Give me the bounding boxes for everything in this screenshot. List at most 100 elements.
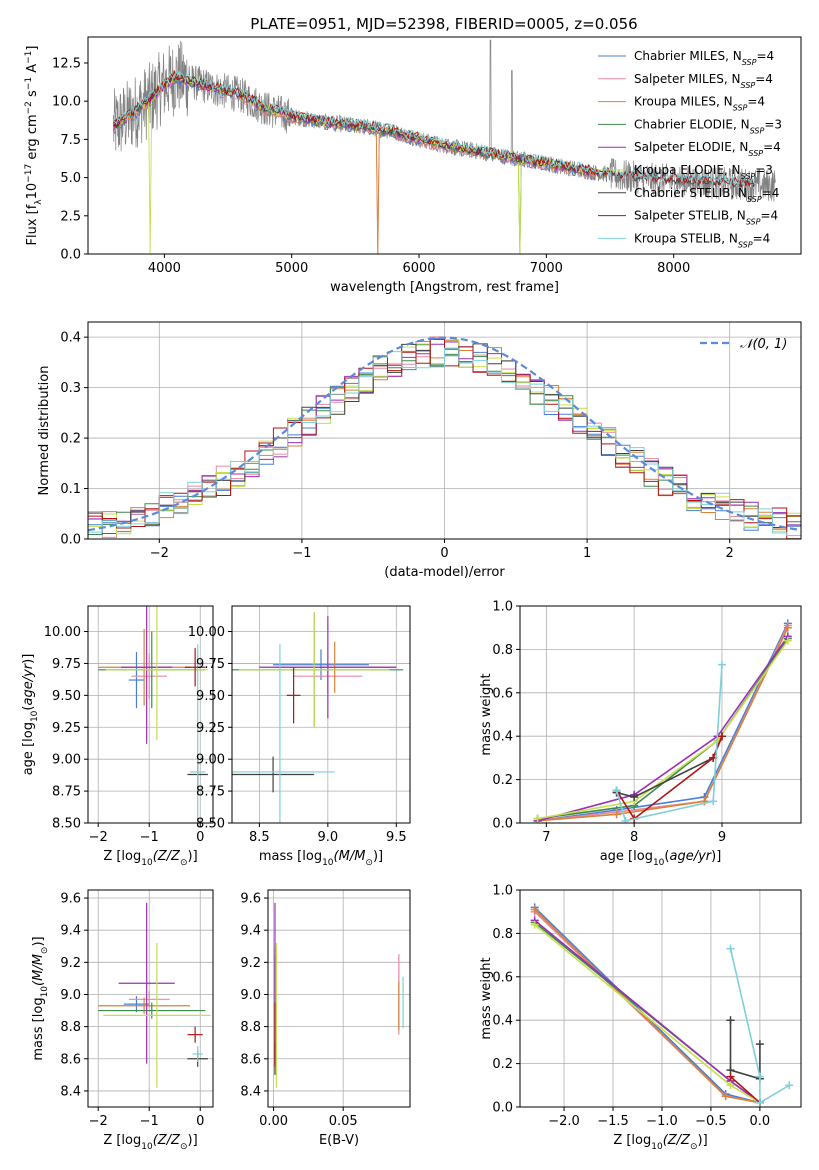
y-tick-label: 8.4: [240, 1084, 261, 1099]
series-line-2: [537, 627, 789, 822]
legend-entry: Chabrier ELODIE, NSSP=3: [634, 117, 782, 135]
model-spectrum-8: [113, 70, 756, 187]
x-tick-label: 9.5: [386, 830, 407, 845]
series-line-4: [537, 635, 789, 822]
data-point-4: [118, 902, 175, 1064]
axes-frame: [267, 889, 411, 1108]
x-tick-label: −2: [150, 546, 169, 561]
y-tick-label: 8.75: [196, 785, 225, 800]
series-marker: [530, 920, 539, 929]
x-tick-label: −0.5: [695, 1114, 727, 1129]
x-tick-label: 7: [542, 830, 550, 845]
figure-title: PLATE=0951, MJD=52398, FIBERID=0005, z=0…: [250, 15, 637, 33]
axes-frame: [87, 605, 214, 824]
series-line-0: [537, 623, 789, 822]
legend-entry: Kroupa MILES, NSSP=4: [634, 95, 765, 113]
x-tick-label: 4000: [148, 261, 181, 276]
x-axis-label: mass [log10(M/M⊙)]: [259, 849, 383, 868]
x-tick-label: 5000: [275, 261, 308, 276]
y-axis-label: mass weight: [479, 957, 494, 1039]
x-tick-label: −1: [292, 546, 311, 561]
y-tick-label: 0.4: [492, 1014, 513, 1029]
y-tick-label: 8.6: [240, 1052, 261, 1067]
y-tick-label: 0.4: [492, 730, 513, 745]
y-tick-label: 9.6: [240, 892, 261, 907]
x-tick-label: 8.5: [249, 830, 270, 845]
x-axis-label: wavelength [Angstrom, rest frame]: [330, 280, 559, 295]
legend-entry: Kroupa STELIB, NSSP=4: [634, 231, 770, 249]
data-point-2: [98, 997, 191, 1014]
panel-mass-vs-Z: −2 −1 0 8.4 8.6 8.8 9.0 9.2 9.4 9.6 Z [log10(Z/Z⊙)…: [31, 889, 214, 1152]
y-tick-label: 0.6: [492, 970, 513, 985]
plot-area: [98, 606, 208, 823]
series-line-8: [615, 664, 723, 822]
plot-area: [88, 336, 801, 539]
y-tick-label: 5.0: [60, 171, 81, 186]
data-point-8: [192, 1045, 203, 1062]
y-tick-label: 9.50: [52, 689, 81, 704]
y-tick-label: 8.6: [60, 1052, 81, 1067]
x-tick-label: 9.0: [318, 830, 339, 845]
series-marker: [783, 636, 792, 645]
x-tick-label: 7000: [530, 261, 563, 276]
y-tick-label: 7.5: [60, 133, 81, 148]
y-tick-label: 9.50: [196, 689, 225, 704]
data-point-7: [187, 1026, 203, 1043]
y-tick-label: 0.0: [492, 1101, 513, 1116]
data-point-0: [123, 996, 150, 1013]
series-line-8: [729, 948, 790, 1105]
series-line-1: [537, 625, 789, 822]
y-tick-label: 9.75: [52, 657, 81, 672]
plot-area: [232, 612, 404, 823]
y-tick-label: 0.8: [492, 927, 513, 942]
y-tick-label: 10.0: [52, 95, 81, 110]
y-axis-label: mass weight: [479, 673, 494, 755]
series-marker: [709, 797, 718, 806]
y-tick-label: 9.4: [60, 924, 81, 939]
histogram-8: [88, 347, 801, 536]
y-tick-label: 0.2: [492, 1057, 513, 1072]
series-marker: [726, 1072, 735, 1081]
y-tick-label: 0.0: [492, 817, 513, 832]
data-point-4: [259, 616, 397, 719]
panel-massweight-vs-age: 7 8 9 0.0 0.2 0.4 0.6 0.8 1.0 age [log10(age/yr)]…: [479, 600, 802, 868]
y-tick-label: 8.50: [196, 817, 225, 832]
x-tick-label: 9: [718, 830, 726, 845]
data-point-5: [105, 606, 208, 741]
series-line-6: [729, 1020, 761, 1080]
data-point-4: [121, 606, 173, 744]
x-tick-label: −2: [89, 830, 108, 845]
plot-area: [98, 902, 211, 1088]
series-line-7: [615, 735, 723, 820]
model-spectrum-5: [113, 71, 600, 254]
data-point-8: [232, 644, 335, 823]
y-tick-label: 8.75: [52, 785, 81, 800]
y-tick-label: 9.0: [240, 988, 261, 1003]
y-tick-label: 8.50: [52, 817, 81, 832]
data-point-3: [98, 1002, 206, 1019]
data-point-0: [128, 651, 145, 709]
y-tick-label: 9.75: [196, 657, 225, 672]
x-tick-label: 2: [726, 546, 734, 561]
y-tick-label: 0.8: [492, 643, 513, 658]
y-axis-label: age [log10(age/yr)]: [21, 654, 40, 776]
y-axis-label: mass [log10(M/M⊙)]: [31, 936, 50, 1060]
series-marker: [717, 660, 726, 669]
y-tick-label: 8.8: [60, 1020, 81, 1035]
legend-entry: Kroupa ELODIE, NSSP=3: [634, 163, 773, 181]
series-line-3: [537, 638, 789, 820]
data-point-1: [128, 991, 170, 1008]
y-tick-label: 9.25: [52, 721, 81, 736]
series-line-2: [534, 908, 761, 1104]
y-tick-label: 9.4: [240, 924, 261, 939]
series-marker: [726, 944, 735, 953]
panel-spectrum: 4000 5000 6000 7000 8000 0.0 2.5 5.0 7.5 10.0 12.5…: [24, 36, 802, 295]
x-axis-label: E(B-V): [319, 1133, 359, 1148]
series-marker: [533, 814, 542, 823]
legend-entry: Salpeter MILES, NSSP=4: [634, 72, 773, 90]
x-tick-label: −1.5: [597, 1114, 629, 1129]
plot-area: [113, 39, 776, 254]
y-tick-label: 9.00: [196, 753, 225, 768]
y-tick-label: 0.1: [60, 482, 81, 497]
